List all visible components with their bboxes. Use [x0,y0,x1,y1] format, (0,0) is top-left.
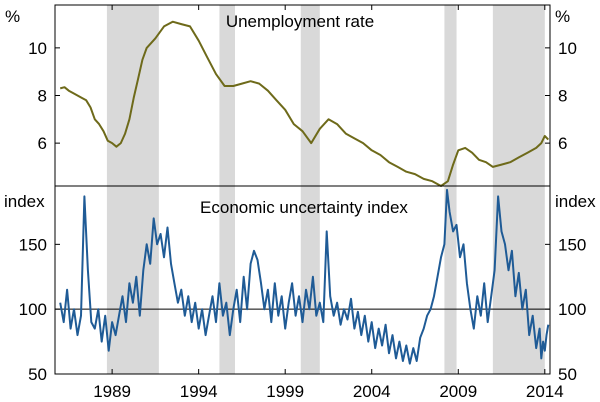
top-y-tick-label-right-2: 10 [558,39,577,58]
top-panel: 6 6 8 8 10 10 Unemployment rate % % [5,5,577,187]
bottom-y-tick-label-right-2: 150 [558,235,586,254]
x-tick-label-5: 2014 [526,382,564,401]
top-shade-band-3 [444,5,457,186]
top-left-unit-label: % [5,7,20,26]
top-shade-band-2 [300,5,320,186]
x-tick-label-3: 2004 [353,382,391,401]
top-shade-band-0 [106,5,159,186]
bottom-chart-title: Economic uncertainty index [200,198,408,217]
x-tick-label-4: 2009 [439,382,477,401]
plot-frame [54,4,551,375]
top-shade-band-1 [219,5,235,186]
x-tick-label-1: 1994 [180,382,218,401]
top-right-unit-label: % [555,7,570,26]
top-y-tick-label-right-1: 8 [558,87,567,106]
top-y-tick-label-left-1: 8 [38,87,47,106]
top-series-line-0 [59,20,550,187]
bottom-y-tick-label-left-0: 50 [28,365,47,384]
bottom-y-tick-label-right-1: 100 [558,300,586,319]
bottom-series-line-0 [59,188,550,365]
x-tick-label-0: 1989 [93,382,131,401]
bottom-shade-band-0 [106,186,159,374]
top-series-lines [59,20,550,187]
bottom-right-unit-label: index [555,192,596,211]
top-recession-shading [106,5,545,186]
top-shade-band-4 [492,5,545,186]
bottom-shade-band-2 [300,186,320,374]
bottom-panel: 50 50 100 100 150 150 1989 1994 1999 2004 2009 201… [4,5,596,401]
bottom-y-tick-label-left-2: 150 [19,235,47,254]
top-y-tick-label-left-0: 6 [38,134,47,153]
bottom-series-lines [59,188,550,365]
bottom-shade-band-3 [444,186,457,374]
top-y-tick-label-right-0: 6 [558,134,567,153]
bottom-y-tick-label-right-0: 50 [558,365,577,384]
bottom-y-tick-labels: 50 50 100 100 150 150 [19,235,587,384]
bottom-left-unit-label: index [4,192,45,211]
top-y-tick-label-left-2: 10 [28,39,47,58]
top-chart-title: Unemployment rate [226,12,374,31]
x-axis: 1989 1994 1999 2004 2009 2014 [93,5,564,401]
x-tick-label-2: 1999 [266,382,304,401]
bottom-y-tick-label-left-1: 100 [19,300,47,319]
top-y-tick-labels: 6 6 8 8 10 10 [28,39,577,153]
